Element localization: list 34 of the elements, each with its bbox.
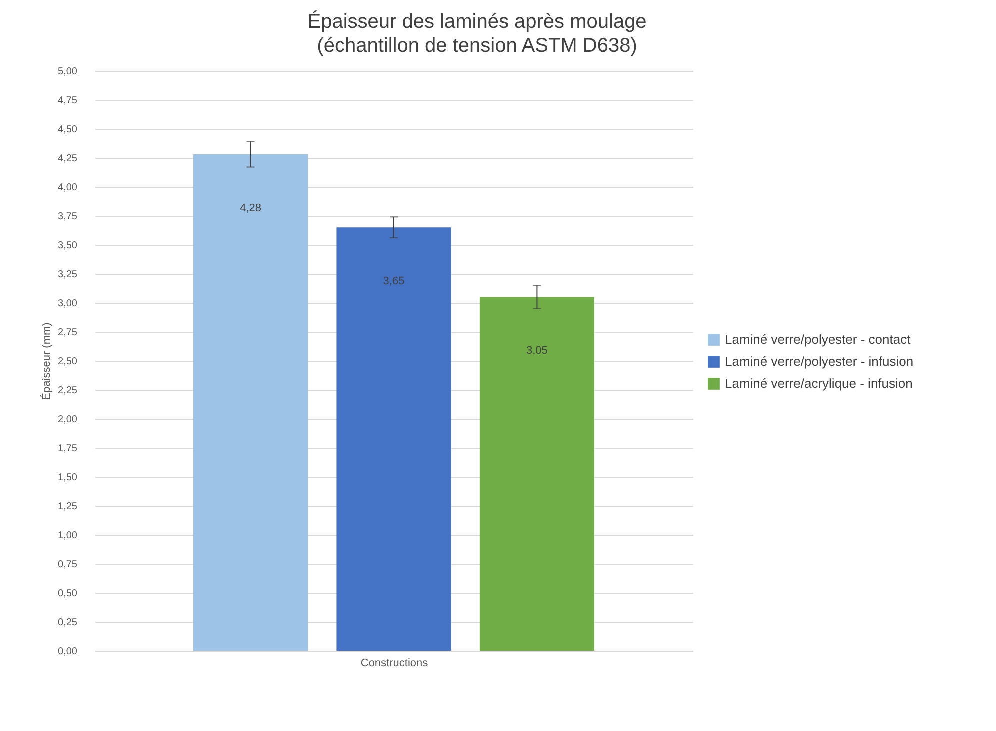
data-label: 3,65: [383, 276, 405, 288]
y-tick-label: 2,25: [58, 386, 78, 396]
y-tick-label: 3,50: [58, 240, 78, 252]
y-tick-label: 2,50: [58, 356, 78, 368]
y-tick-label: 1,25: [58, 502, 78, 512]
y-tick-label: 4,00: [58, 182, 78, 194]
data-label: 3,05: [526, 345, 548, 358]
y-tick-label: 3,25: [58, 270, 78, 280]
y-tick-label: 0,25: [58, 618, 78, 628]
legend-label: Laminé verre/polyester - contact: [725, 332, 912, 347]
y-tick-label: 2,00: [58, 414, 78, 426]
y-tick-label: 4,25: [58, 154, 78, 164]
y-tick-label: 3,75: [58, 212, 78, 222]
y-tick-label: 0,75: [58, 560, 78, 570]
data-label: 4,28: [240, 202, 262, 215]
y-tick-label: 1,00: [58, 530, 78, 542]
bar: [336, 228, 452, 651]
y-tick-label: 3,00: [58, 298, 78, 310]
chart-subtitle: (échantillon de tension ASTM D638): [317, 35, 638, 57]
y-tick-label: 1,75: [58, 444, 78, 454]
y-tick-label: 5,00: [58, 66, 78, 78]
x-axis-title: Constructions: [360, 658, 429, 670]
chart-title: Épaisseur des laminés après moulage: [308, 10, 647, 33]
legend-label: Laminé verre/acrylique - infusion: [725, 376, 913, 391]
y-tick-label: 0,50: [58, 588, 78, 600]
y-tick-label: 2,75: [58, 328, 78, 338]
y-tick-label: 4,50: [58, 124, 78, 136]
y-tick-label: 1,50: [58, 472, 78, 484]
bar: [480, 297, 594, 651]
y-axis-title: Épaisseur (mm): [40, 322, 54, 400]
bar: [194, 154, 308, 651]
y-tick-label: 0,00: [58, 646, 78, 658]
y-tick-label: 4,75: [58, 96, 78, 106]
legend-label: Laminé verre/polyester - infusion: [725, 354, 914, 369]
